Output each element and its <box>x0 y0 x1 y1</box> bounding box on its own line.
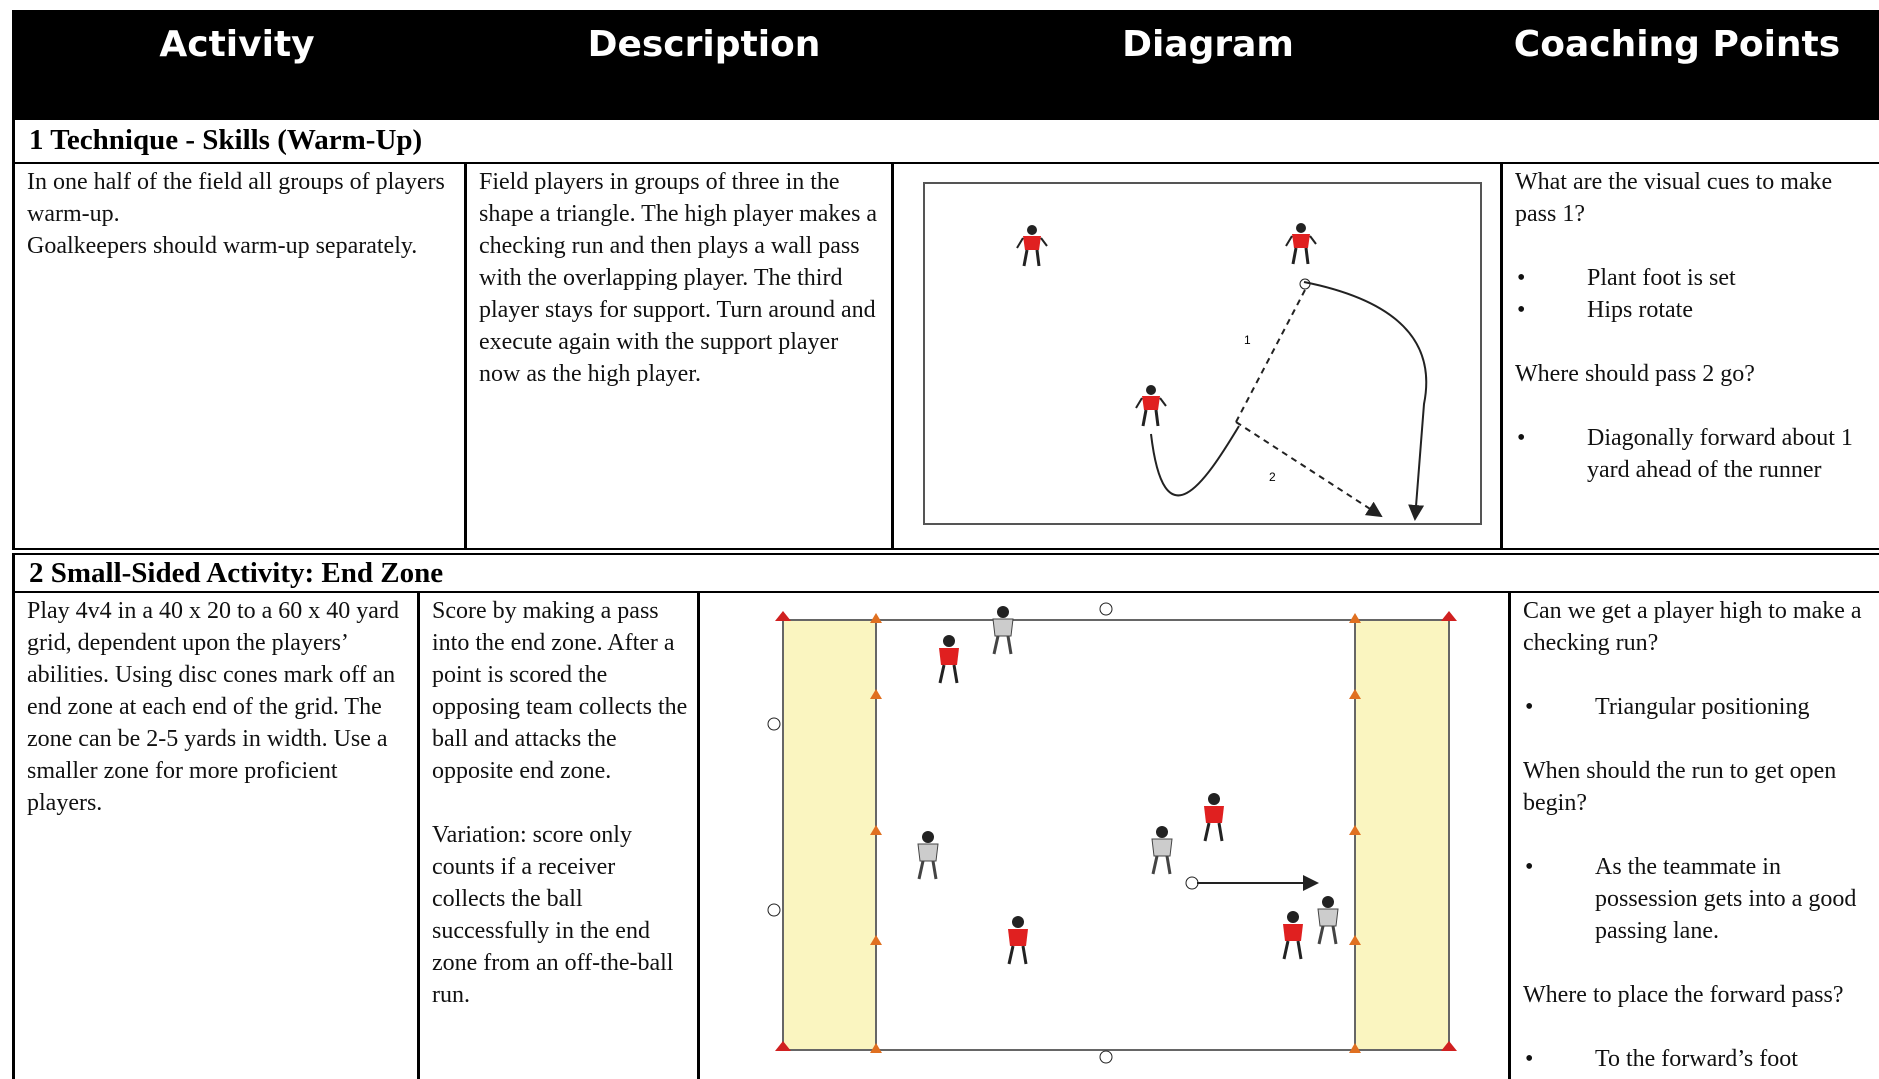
player <box>1134 383 1168 428</box>
run-arrow <box>1303 281 1428 521</box>
diagram-cell: 1 2 <box>891 164 1500 549</box>
corner-cones <box>775 611 1457 1051</box>
run-path <box>1150 425 1240 497</box>
point-group: When should the run to get open begin? A… <box>1523 755 1871 947</box>
end-zone <box>1355 620 1449 1050</box>
column-header: Description <box>587 24 821 65</box>
coaching-cell: Can we get a player high to make a check… <box>1508 593 1879 1079</box>
activity-cell: In one half of the field all groups of p… <box>12 164 464 549</box>
section-title: 1 Technique - Skills (Warm-Up) <box>12 120 1879 164</box>
pass-label: 2 <box>1269 470 1276 484</box>
player <box>1015 223 1049 268</box>
bullet-list: Triangular positioning <box>1523 691 1871 723</box>
bullet: Triangular positioning <box>1523 691 1871 723</box>
bullet: As the teammate in possession gets into … <box>1523 851 1871 947</box>
player <box>1006 914 1030 966</box>
bullet: Plant foot is set <box>1515 262 1871 294</box>
paragraph: Score by making a pass into the end zone… <box>432 598 688 784</box>
player <box>1281 909 1305 961</box>
field <box>782 619 1450 1051</box>
bullet-list: Diagonally forward about 1 yard ahead of… <box>1515 422 1871 486</box>
question: When should the run to get open begin? <box>1523 758 1837 816</box>
bullet-list: To the forward’s foot farthest from the … <box>1523 1043 1871 1079</box>
player <box>916 829 940 881</box>
paragraph: In one half of the field all groups of p… <box>27 169 445 227</box>
column-header: Activity <box>159 24 315 65</box>
coaching-cell: What are the visual cues to make pass 1?… <box>1500 164 1879 549</box>
bullet-list: As the teammate in possession gets into … <box>1523 851 1871 947</box>
ball <box>1299 278 1311 290</box>
point-group: Where should pass 2 go? Diagonally forwa… <box>1515 358 1871 486</box>
header-bar: Activity Description Diagram Coaching Po… <box>12 10 1879 120</box>
pass-arrow <box>1235 421 1383 518</box>
section-title: 2 Small-Sided Activity: End Zone <box>12 553 1879 593</box>
point-group: Can we get a player high to make a check… <box>1523 595 1871 723</box>
pass-label: 1 <box>1244 333 1251 347</box>
question: Where should pass 2 go? <box>1515 361 1755 387</box>
bullet: Hips rotate <box>1515 294 1871 326</box>
player <box>1284 221 1318 266</box>
pass-arrow <box>1235 289 1306 423</box>
player <box>1316 894 1340 946</box>
field <box>923 182 1482 525</box>
point-group: What are the visual cues to make pass 1?… <box>1515 166 1871 326</box>
bullet-list: Plant foot is setHips rotate <box>1515 262 1871 326</box>
description-cell: Field players in groups of three in the … <box>464 164 891 549</box>
diagram <box>767 602 1457 1064</box>
player <box>937 633 961 685</box>
description-cell: Score by making a pass into the end zone… <box>417 593 697 1079</box>
question: Where to place the forward pass? <box>1523 982 1844 1008</box>
rule <box>12 548 1879 550</box>
bullet: Diagonally forward about 1 yard ahead of… <box>1515 422 1871 486</box>
column-header: Diagram <box>1122 24 1294 65</box>
question: What are the visual cues to make pass 1? <box>1515 169 1833 227</box>
player <box>1202 791 1226 843</box>
player <box>991 604 1015 656</box>
cones <box>870 613 1361 1053</box>
paragraph: Play 4v4 in a 40 x 20 to a 60 x 40 yard … <box>27 598 399 816</box>
paragraph: Goalkeepers should warm-up separately. <box>27 233 418 259</box>
balls <box>767 602 1199 1064</box>
activity-cell: Play 4v4 in a 40 x 20 to a 60 x 40 yard … <box>12 593 417 1079</box>
bullet: To the forward’s foot farthest from the … <box>1523 1043 1871 1079</box>
question: Can we get a player high to make a check… <box>1523 598 1862 656</box>
point-group: Where to place the forward pass? To the … <box>1523 979 1871 1079</box>
paragraph: Field players in groups of three in the … <box>479 169 878 387</box>
paragraph: Variation: score only counts if a receiv… <box>432 822 674 1008</box>
column-header: Coaching Points <box>1513 24 1841 65</box>
diagram-cell <box>697 593 1508 1079</box>
end-zone <box>783 620 876 1050</box>
diagram: 1 2 <box>923 182 1482 525</box>
player <box>1150 824 1174 876</box>
